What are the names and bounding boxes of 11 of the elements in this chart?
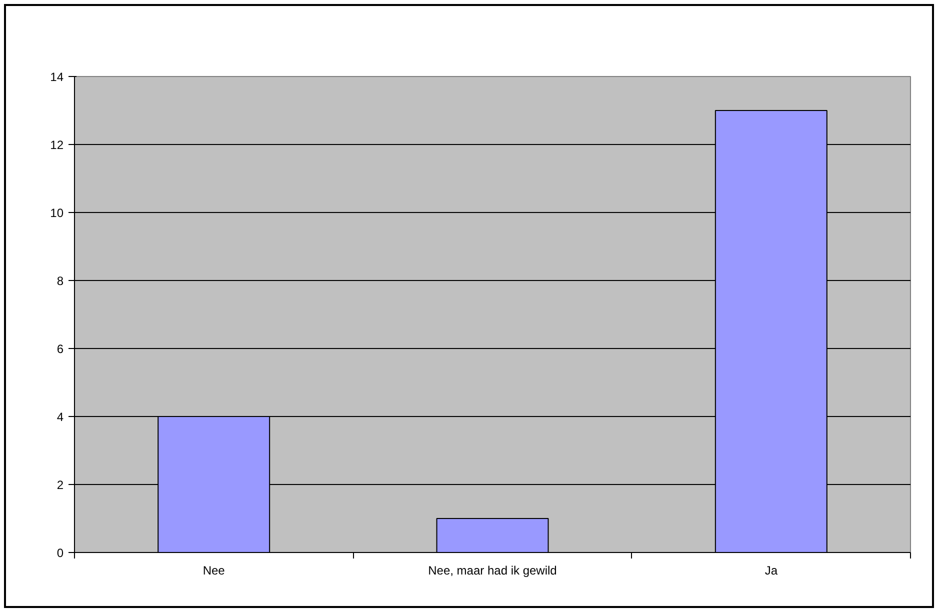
y-tick-label: 8 bbox=[56, 274, 64, 288]
y-tick-label: 12 bbox=[50, 138, 64, 152]
x-tick-label: Nee, maar had ik gewild bbox=[428, 564, 557, 578]
y-tick-label: 6 bbox=[56, 342, 64, 356]
y-tick-label: 2 bbox=[56, 478, 64, 492]
y-tick-label: 4 bbox=[56, 410, 64, 424]
x-tick-label: Nee bbox=[202, 564, 226, 578]
x-tick-label: Ja bbox=[764, 564, 778, 578]
y-tick-label: 14 bbox=[50, 70, 64, 84]
y-tick-label: 0 bbox=[56, 546, 64, 560]
y-tick-label: 10 bbox=[50, 206, 64, 220]
